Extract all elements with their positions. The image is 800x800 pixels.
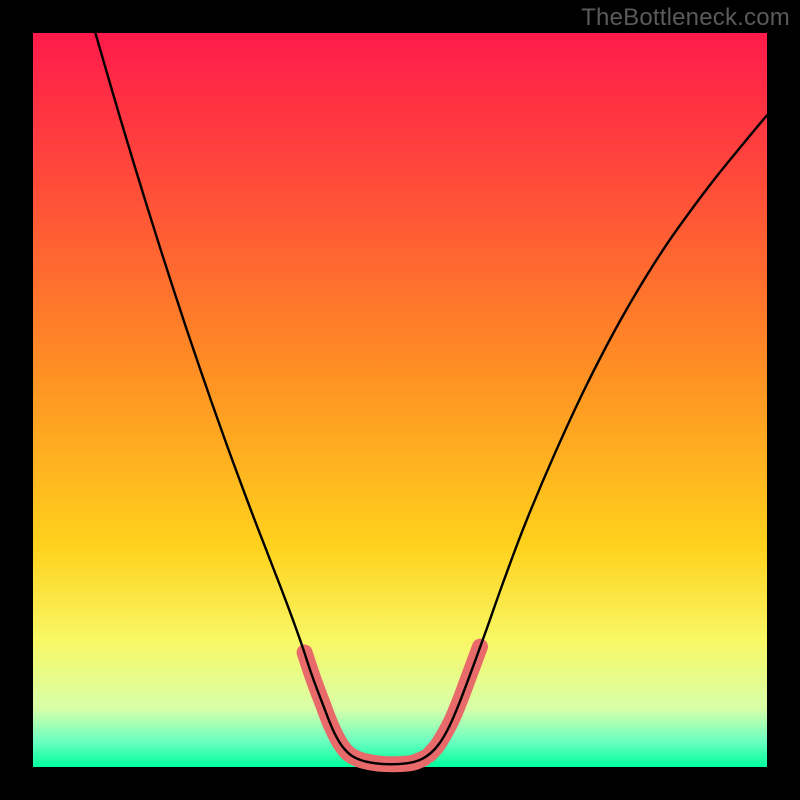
- chart-svg: [33, 33, 767, 767]
- bottleneck-curve: [95, 33, 767, 764]
- chart-plot-area: [33, 33, 767, 767]
- watermark-text: TheBottleneck.com: [581, 4, 790, 32]
- curve-highlight: [305, 647, 480, 765]
- highlight-segment: [305, 652, 425, 764]
- highlight-segment: [429, 647, 480, 755]
